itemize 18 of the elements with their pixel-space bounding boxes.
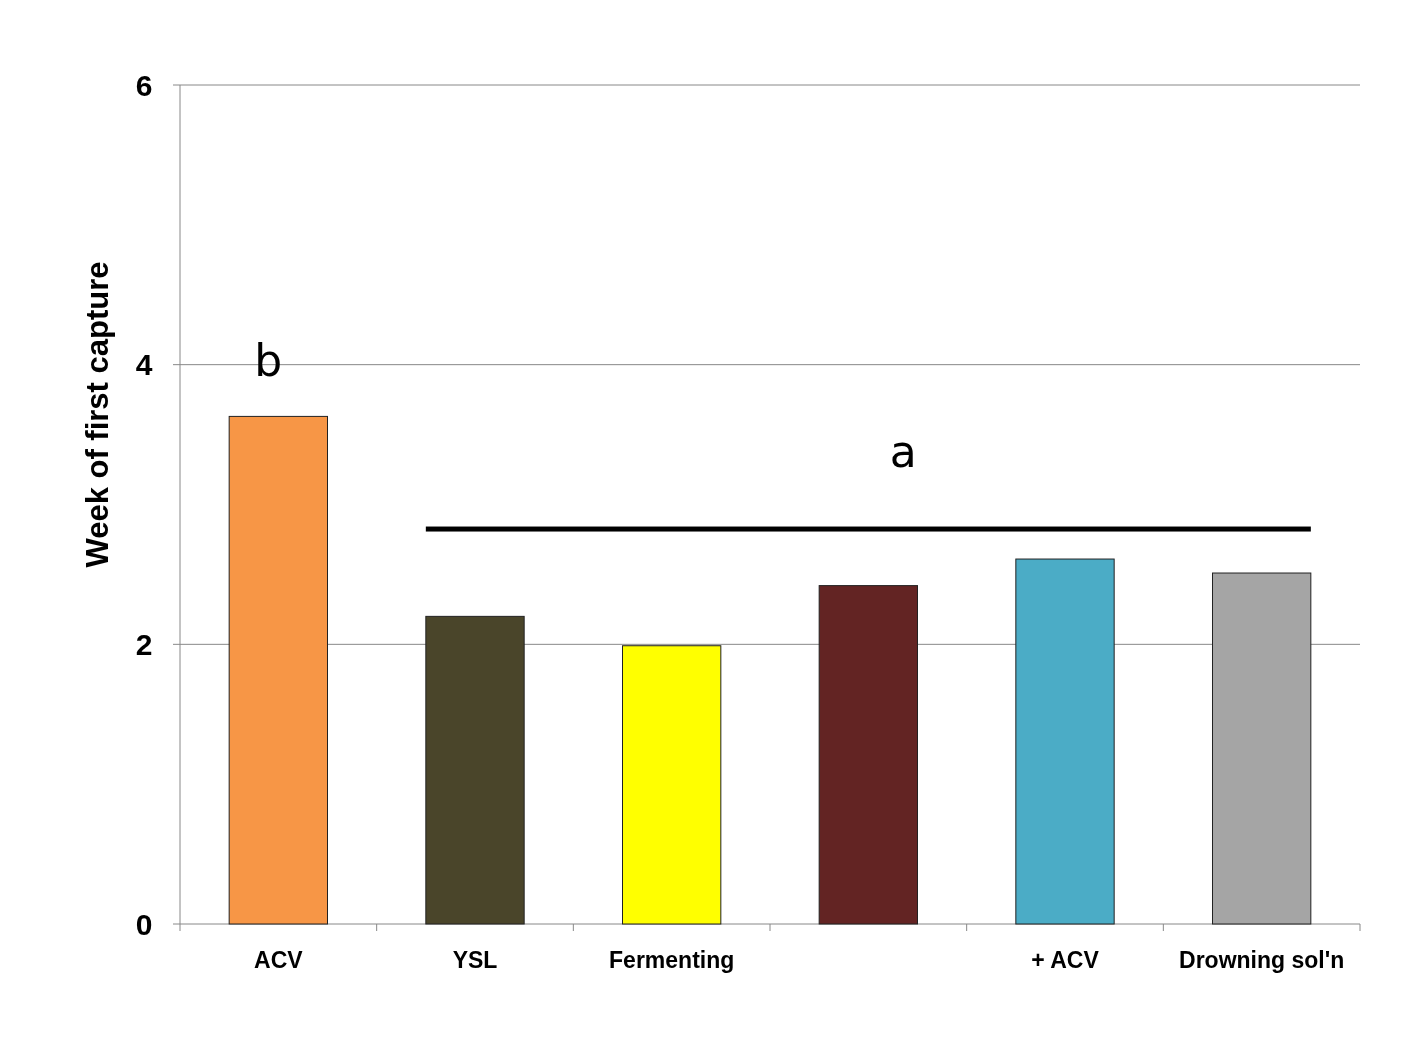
- annotation: b: [254, 335, 283, 387]
- annotation: a: [889, 426, 917, 478]
- y-tick-label: 6: [135, 68, 153, 102]
- x-tick-label: ACV: [254, 947, 304, 973]
- x-tick-label: Fermenting: [609, 947, 735, 973]
- x-tick-label: Drowning sol'n: [1179, 947, 1345, 973]
- y-tick-label: 2: [135, 627, 153, 661]
- x-tick-label: YSL: [452, 947, 498, 973]
- y-tick-label: 4: [135, 348, 153, 382]
- bar: [425, 615, 525, 925]
- bar: [228, 415, 328, 925]
- y-tick-label: 0: [135, 907, 153, 941]
- bar: [818, 585, 918, 925]
- bar: [622, 645, 722, 925]
- bar: [1212, 572, 1312, 925]
- y-axis-title: Week of first capture: [80, 261, 115, 568]
- bar: [1015, 558, 1115, 925]
- x-tick-label: + ACV: [1031, 947, 1100, 973]
